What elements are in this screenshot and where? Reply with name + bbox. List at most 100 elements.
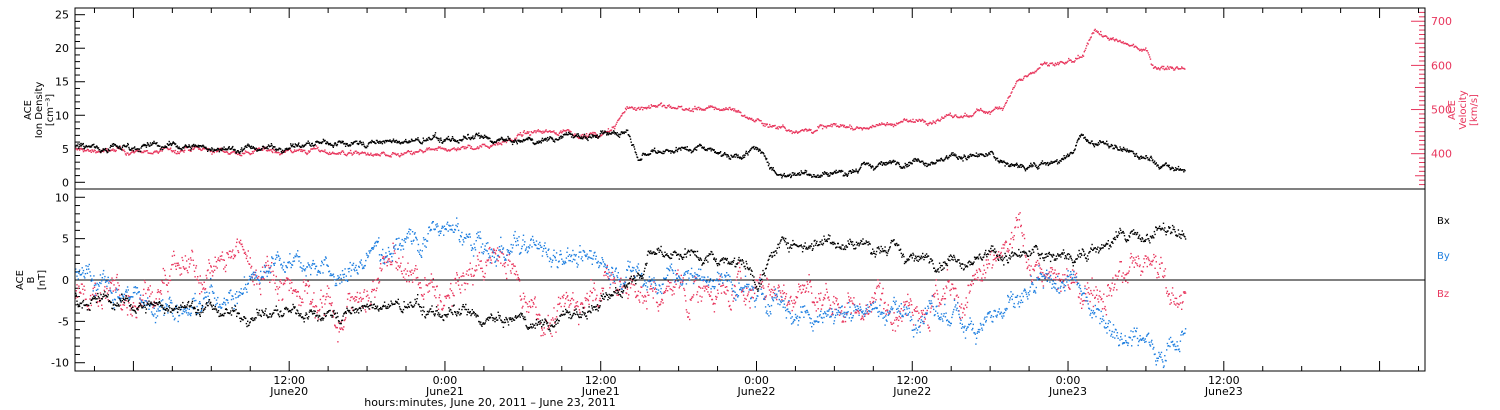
velocity-series-point — [387, 154, 389, 157]
velocity-series-point — [337, 153, 339, 155]
velocity-series-point — [1153, 66, 1156, 69]
velocity-series-point — [1085, 45, 1088, 47]
bz-series-point — [620, 277, 622, 279]
density-series-point — [896, 161, 899, 164]
density-series-point — [1063, 155, 1065, 157]
density-series-point — [1010, 165, 1012, 167]
bz-series-point — [274, 282, 276, 284]
density-series-point — [521, 141, 524, 143]
velocity-series-point — [829, 125, 832, 127]
velocity-series-point — [299, 148, 301, 151]
velocity-series-point — [389, 155, 392, 157]
velocity-series-point — [177, 151, 179, 153]
bz-series-point — [488, 248, 490, 250]
bz-series-point — [564, 302, 566, 305]
bz-series-point — [961, 316, 963, 319]
bz-series-point — [655, 291, 657, 293]
velocity-series-point — [95, 152, 97, 154]
velocity-series-point — [146, 150, 149, 152]
bz-series-point — [1021, 232, 1023, 234]
density-series-point — [1026, 168, 1028, 170]
bz-series-point — [727, 300, 730, 303]
velocity-series-point — [1068, 59, 1071, 62]
bz-series-point — [709, 295, 712, 297]
velocity-series-point — [1098, 33, 1100, 35]
density-series-point — [170, 143, 172, 145]
velocity-series-point — [853, 128, 856, 131]
density-series-point — [1014, 163, 1017, 166]
bz-series-point — [396, 269, 399, 271]
velocity-series-point — [1171, 66, 1173, 69]
density-series-point — [408, 140, 410, 142]
density-series-point — [1167, 165, 1170, 168]
velocity-series-point — [974, 111, 976, 113]
velocity-series-point — [711, 105, 713, 107]
bz-series-point — [900, 308, 902, 310]
velocity-series-point — [921, 118, 923, 121]
velocity-series-point — [1178, 68, 1180, 70]
density-series-point — [1148, 159, 1150, 161]
density-series-point — [502, 138, 504, 140]
velocity-series-point — [984, 112, 987, 114]
density-series-point — [565, 134, 567, 136]
bz-series-point — [500, 262, 502, 264]
bz-series-point — [454, 278, 456, 281]
velocity-series-point — [1176, 66, 1178, 68]
bz-series-point — [729, 304, 731, 307]
velocity-series-point — [564, 129, 566, 132]
velocity-series-point — [894, 124, 896, 126]
density-series-point — [662, 150, 664, 152]
velocity-series-point — [1155, 66, 1157, 69]
velocity-series-point — [685, 108, 687, 110]
bz-series-point — [874, 292, 876, 294]
density-series-point — [405, 138, 407, 141]
density-series-point — [225, 148, 227, 150]
velocity-series-point — [482, 143, 484, 145]
density-series-point — [881, 161, 883, 164]
bz-series-point — [823, 296, 825, 299]
bz-series-point — [156, 291, 159, 294]
bz-series-point — [437, 308, 440, 310]
velocity-series-point — [185, 146, 187, 148]
velocity-series-point — [981, 110, 983, 112]
bz-series-point — [223, 259, 225, 261]
density-series-point — [1061, 158, 1063, 160]
velocity-series-point — [430, 148, 433, 151]
velocity-series-point — [356, 151, 359, 153]
bz-series-point — [182, 259, 184, 262]
velocity-series-point — [1068, 57, 1070, 60]
density-series-point — [218, 149, 220, 151]
velocity-series-point — [390, 156, 392, 158]
velocity-series-point — [252, 152, 254, 154]
density-series-point — [152, 142, 154, 144]
bz-series-point — [1025, 261, 1028, 263]
velocity-series-point — [406, 150, 409, 153]
velocity-series-point — [776, 126, 779, 128]
velocity-series-point — [244, 150, 247, 152]
bz-series-point — [635, 295, 638, 298]
bz-series-point — [463, 275, 465, 277]
density-series-point — [132, 150, 135, 152]
density-series-point — [107, 148, 110, 150]
bz-series-point — [818, 293, 820, 295]
bz-series-point — [595, 297, 597, 300]
density-series-point — [447, 138, 449, 141]
density-series-point — [410, 140, 412, 143]
density-series-point — [439, 139, 441, 141]
velocity-series-point — [137, 149, 139, 151]
density-series-point — [500, 138, 502, 140]
velocity-series-point — [887, 124, 889, 126]
velocity-series-point — [616, 121, 618, 124]
bz-series-point — [897, 325, 899, 327]
density-series-point — [344, 142, 346, 145]
velocity-series-point — [124, 153, 127, 155]
bz-series-point — [253, 284, 255, 286]
velocity-series-point — [617, 119, 619, 122]
bz-series-point — [499, 250, 501, 253]
velocity-series-point — [149, 152, 151, 154]
velocity-series-point — [740, 114, 743, 117]
bz-series-point — [378, 282, 380, 284]
bz-series-point — [250, 265, 253, 268]
bz-series-point — [684, 295, 686, 297]
velocity-series-point — [112, 148, 114, 150]
